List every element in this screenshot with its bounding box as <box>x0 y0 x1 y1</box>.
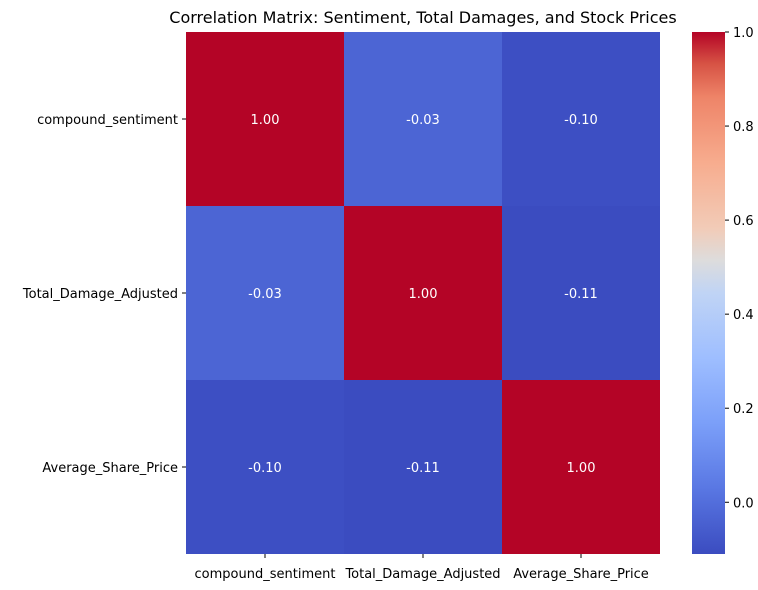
heatmap-cell <box>186 32 344 206</box>
cell-value-label: -0.03 <box>248 287 282 302</box>
colorbar-tick-label: 1.0 <box>733 26 754 41</box>
cell-value-label: -0.10 <box>564 113 598 128</box>
y-tick-label: compound_sentiment <box>37 113 178 128</box>
colorbar-tick-label: 0.6 <box>733 214 754 229</box>
x-tick-label: compound_sentiment <box>195 567 336 582</box>
colorbar <box>692 32 725 554</box>
cell-value-label: 1.00 <box>251 113 280 128</box>
chart-title: Correlation Matrix: Sentiment, Total Dam… <box>169 8 676 27</box>
heatmap-cell <box>344 32 502 206</box>
y-tick-label: Average_Share_Price <box>42 461 178 476</box>
heatmap-cell <box>186 380 344 554</box>
heatmap-cells <box>186 32 660 554</box>
colorbar-tick-label: 0.4 <box>733 308 754 323</box>
heatmap-cell <box>502 206 660 380</box>
heatmap-cell <box>502 380 660 554</box>
heatmap-cell <box>186 206 344 380</box>
heatmap-cell <box>344 206 502 380</box>
cell-value-label: -0.11 <box>406 461 440 476</box>
colorbar-tick-label: 0.0 <box>733 496 754 511</box>
cell-value-label: -0.03 <box>406 113 440 128</box>
x-axis-tick-labels: compound_sentiment Total_Damage_Adjusted A… <box>195 554 649 582</box>
cell-value-label: -0.11 <box>564 287 598 302</box>
heatmap-annotations: 1.00 -0.03 -0.10 -0.03 1.00 -0.11 -0.10 -0.11 1.… <box>248 113 598 476</box>
cell-value-label: 1.00 <box>567 461 596 476</box>
heatmap-cell <box>502 32 660 206</box>
heatmap-cell <box>344 380 502 554</box>
colorbar-tick-label: 0.8 <box>733 120 754 135</box>
y-axis-tick-labels: compound_sentiment Total_Damage_Adjusted A… <box>22 113 186 476</box>
x-tick-label: Total_Damage_Adjusted <box>344 567 500 582</box>
y-tick-label: Total_Damage_Adjusted <box>22 287 178 302</box>
x-tick-label: Average_Share_Price <box>513 567 649 582</box>
cell-value-label: 1.00 <box>409 287 438 302</box>
cell-value-label: -0.10 <box>248 461 282 476</box>
colorbar-tick-label: 0.2 <box>733 402 754 417</box>
colorbar-ticks: 0.0 0.2 0.4 0.6 0.8 1.0 <box>725 26 754 511</box>
colorbar-gradient <box>692 32 725 554</box>
